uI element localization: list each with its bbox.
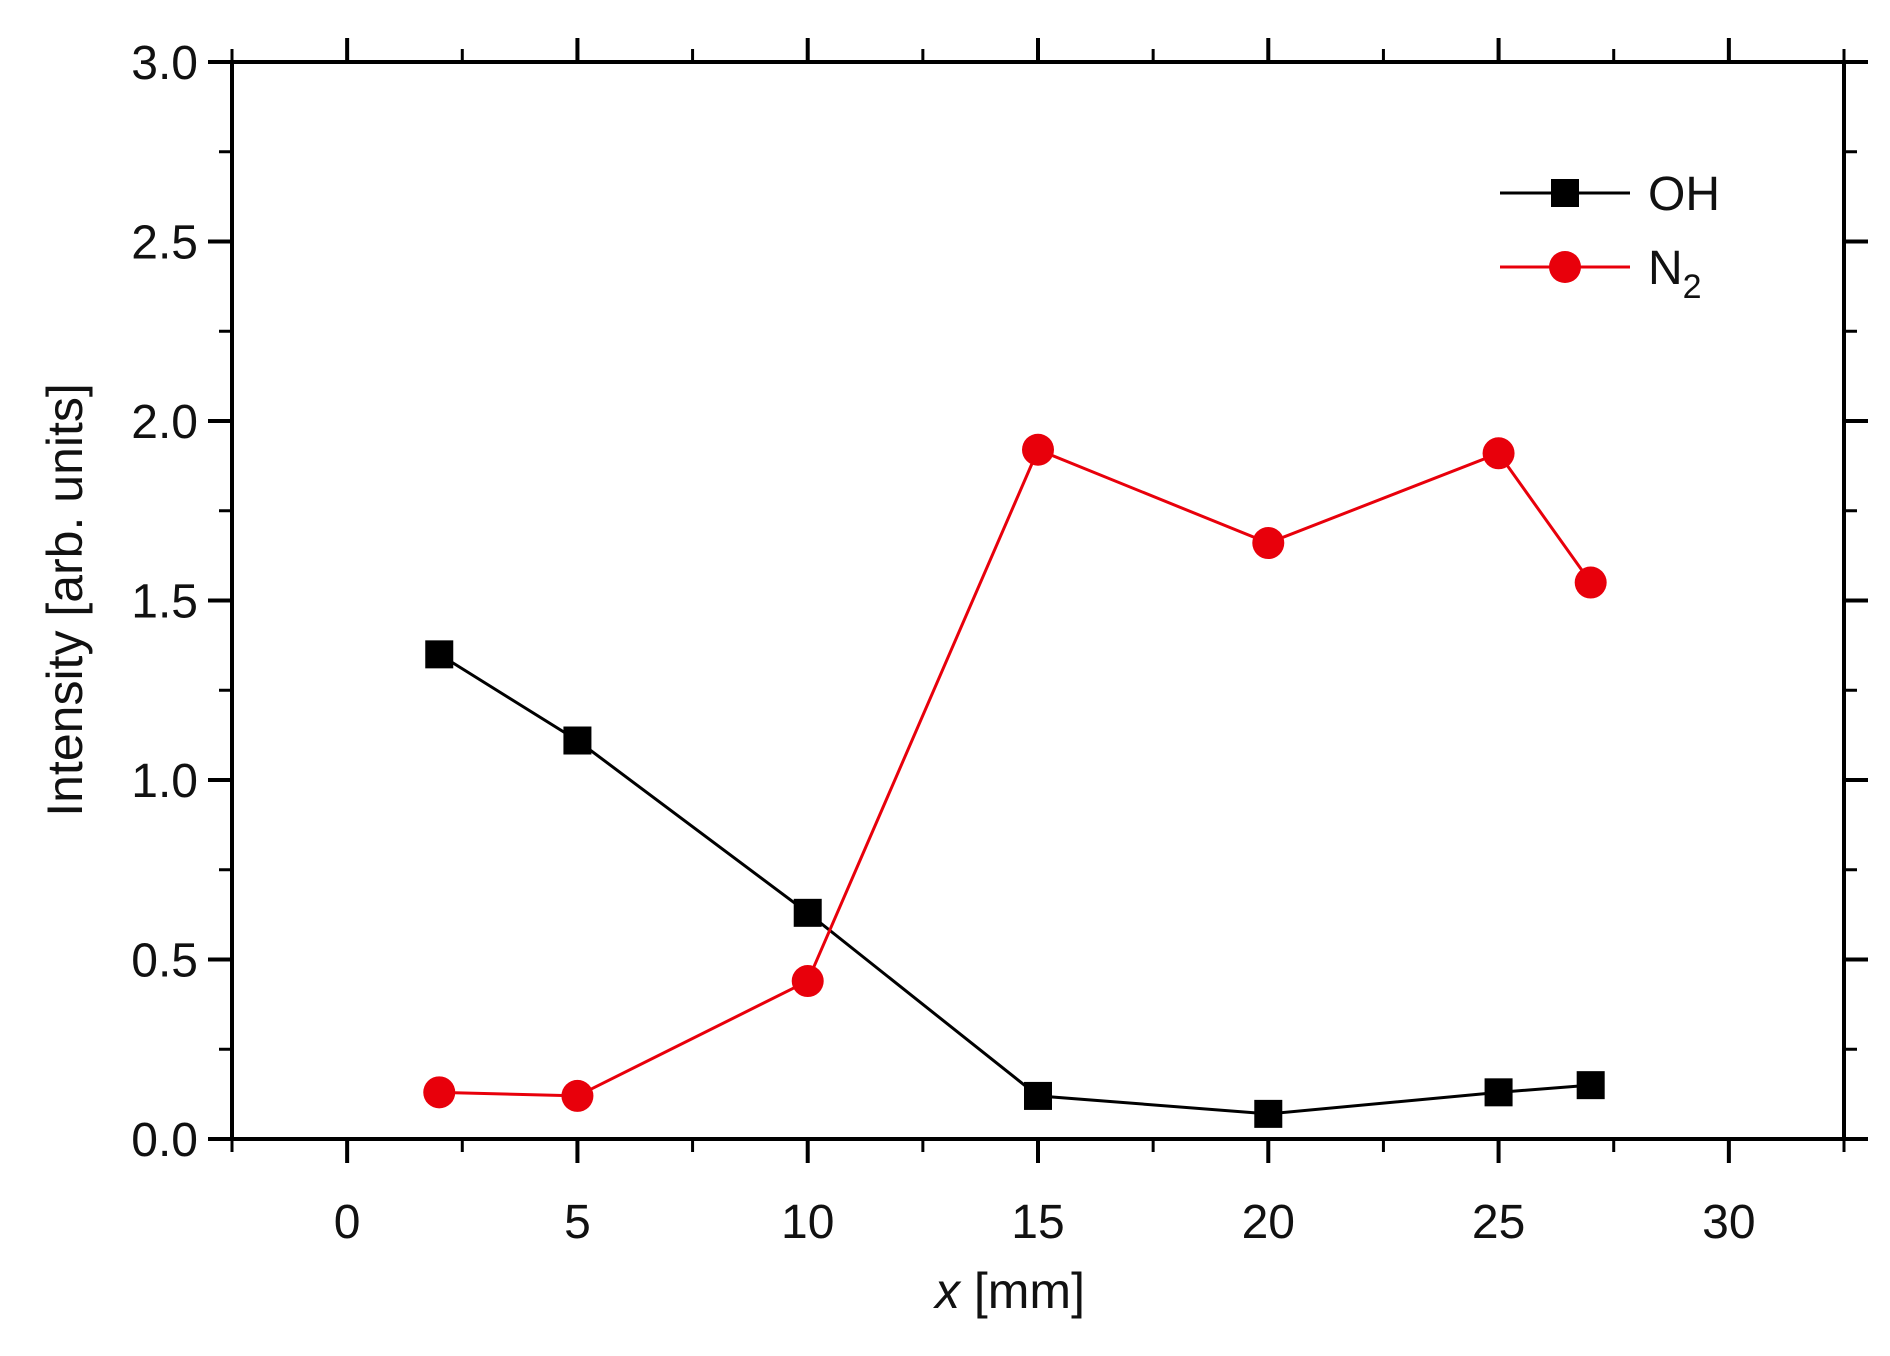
series-line-oh — [438, 653, 1591, 1116]
legend-label-n2-base: N — [1648, 242, 1683, 295]
x-tick-label: 0 — [334, 1196, 361, 1249]
y-tick-label: 1.5 — [131, 576, 198, 629]
x-axis-ticks: 0 5 10 15 20 25 30 — [230, 38, 1846, 1249]
legend-marker-oh — [1551, 179, 1579, 207]
x-axis-unit: [mm] — [960, 1263, 1085, 1319]
legend: OH N2 — [1500, 168, 1720, 306]
data-point-n2 — [561, 1079, 594, 1112]
data-point-oh — [793, 898, 822, 927]
legend-label-n2: N2 — [1648, 242, 1702, 306]
legend-label-n2-subscript: 2 — [1683, 268, 1702, 306]
data-point-n2 — [1574, 566, 1607, 599]
data-point-oh — [1484, 1078, 1513, 1107]
data-point-n2 — [1482, 437, 1515, 470]
data-point-oh — [1024, 1081, 1052, 1110]
x-axis-title: x [mm] — [933, 1263, 1085, 1319]
data-point-n2 — [1022, 433, 1054, 466]
plot-frame — [230, 60, 1846, 1141]
series-layer — [423, 433, 1607, 1128]
x-tick-label: 20 — [1242, 1196, 1295, 1249]
data-point-n2 — [1252, 527, 1285, 560]
y-tick-label: 2.5 — [131, 217, 198, 270]
y-axis-title: Intensity [arb. units] — [37, 383, 93, 817]
y-tick-label: 2.0 — [131, 396, 198, 449]
y-tick-label: 1.0 — [131, 755, 198, 808]
data-point-oh — [1576, 1071, 1605, 1100]
x-tick-label: 25 — [1472, 1196, 1525, 1249]
data-point-oh — [1254, 1099, 1283, 1128]
data-point-n2 — [423, 1076, 456, 1109]
data-point-n2 — [791, 965, 824, 998]
x-tick-label: 5 — [564, 1196, 591, 1249]
y-tick-label: 3.0 — [131, 37, 198, 90]
data-point-oh — [563, 726, 592, 755]
x-tick-label: 30 — [1702, 1196, 1755, 1249]
y-tick-label: 0.5 — [131, 935, 198, 988]
x-tick-label: 15 — [1011, 1196, 1064, 1249]
x-axis-variable: x — [933, 1263, 962, 1319]
y-axis-ticks: 0.0 0.5 1.0 1.5 2.0 2.5 3.0 — [131, 37, 1868, 1167]
legend-marker-n2 — [1549, 251, 1581, 283]
x-tick-label: 10 — [781, 1196, 834, 1249]
legend-label-oh: OH — [1648, 168, 1720, 221]
y-tick-label: 0.0 — [131, 1114, 198, 1167]
series-line-n2 — [439, 447, 1592, 1098]
data-point-oh — [425, 640, 454, 669]
